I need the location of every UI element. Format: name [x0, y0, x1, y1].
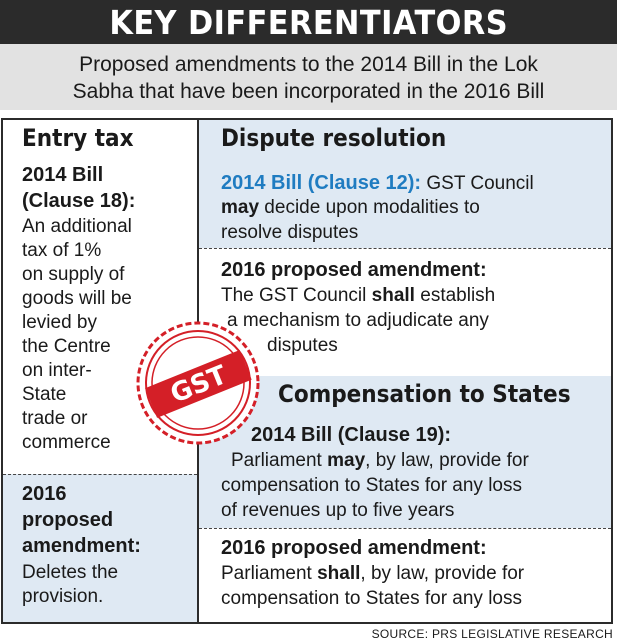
entry-tax-line: on supply of	[22, 264, 125, 285]
subtitle-banner: Proposed amendments to the 2014 Bill in …	[0, 44, 617, 110]
content-frame	[1, 118, 613, 624]
compensation-amend-line-2: compensation to States for any loss	[221, 588, 522, 609]
entry-tax-line: tax of 1%	[22, 240, 102, 261]
entry-tax-amend-body-line: Deletes the	[22, 562, 119, 583]
dispute-bill-text: GST Council	[421, 173, 534, 194]
header-bar: KEY DIFFERENTIATORS	[0, 0, 617, 44]
compensation-bill-box	[199, 376, 611, 528]
page-title: KEY DIFFERENTIATORS	[109, 2, 508, 42]
entry-amend-box	[3, 474, 197, 622]
subtitle-line-1: Proposed amendments to the 2014 Bill in …	[79, 53, 538, 76]
compensation-bill-label: 2014 Bill (Clause 19):	[251, 424, 452, 446]
entry-tax-amendment-label: 2016 proposed amendment:	[22, 481, 141, 559]
compensation-bill-line-2: compensation to States for any loss	[221, 475, 522, 496]
dispute-amend-label: 2016 proposed amendment:	[221, 259, 487, 281]
dispute-bill-label: 2014 Bill (Clause 12):	[221, 172, 422, 194]
dispute-amend-emphasis: shall	[371, 285, 415, 306]
compensation-heading: Compensation to States	[278, 380, 571, 408]
dispute-amend-text: establish	[414, 285, 496, 306]
dispute-amend-text: The GST Council	[221, 285, 372, 306]
entry-tax-amend-body-line: provision.	[22, 586, 104, 607]
dispute-bill-line-1: 2014 Bill (Clause 12): GST Council	[221, 171, 534, 196]
entry-tax-amend-line: amendment:	[22, 535, 141, 557]
gst-stamp-icon: GST	[136, 321, 260, 445]
entry-tax-bill-line-2: (Clause 18):	[22, 190, 136, 212]
entry-tax-line: trade or	[22, 408, 88, 429]
dispute-bill-emphasis: may	[221, 197, 260, 218]
compensation-amend-emphasis: shall	[317, 563, 361, 584]
subtitle-line-2: Sabha that have been incorporated in the…	[72, 80, 545, 103]
entry-tax-amendment-body: Deletes the provision.	[22, 561, 118, 609]
entry-separator	[3, 474, 197, 475]
compensation-bill-text: , by law, provide for	[365, 450, 529, 471]
source-credit: SOURCE: PRS LEGISLATIVE RESEARCH	[371, 627, 613, 641]
entry-tax-line: goods will be	[22, 288, 132, 309]
dispute-bill-box	[199, 120, 611, 248]
compensation-amend-line-1: Parliament shall, by law, provide for	[221, 562, 524, 586]
entry-tax-amend-line: proposed	[22, 509, 114, 531]
entry-tax-body: An additional tax of 1% on supply of goo…	[22, 215, 132, 455]
dispute-amend-line-1: The GST Council shall establish	[221, 284, 495, 308]
compensation-amend-text: , by law, provide for	[360, 563, 525, 584]
dispute-bill-text: decide upon modalities to	[259, 197, 480, 218]
dispute-bill-line-3: resolve disputes	[221, 222, 359, 243]
compensation-bill-line-1: Parliament may, by law, provide for	[231, 449, 529, 473]
compensation-amend-label: 2016 proposed amendment:	[221, 537, 487, 559]
dispute-bill-line-2: may decide upon modalities to	[221, 196, 480, 220]
compensation-bill-text: Parliament	[231, 450, 328, 471]
entry-tax-line: An additional	[22, 216, 132, 237]
dispute-amend-line-2: a mechanism to adjudicate any	[227, 310, 489, 331]
entry-tax-line: commerce	[22, 432, 111, 453]
compensation-bill-emphasis: may	[327, 450, 366, 471]
entry-tax-line: State	[22, 384, 67, 405]
entry-tax-amend-line: 2016	[22, 483, 67, 505]
compensation-separator	[199, 528, 611, 529]
entry-tax-line: the Centre	[22, 336, 111, 357]
compensation-bill-line-3: of revenues up to five years	[221, 500, 455, 521]
entry-tax-line: on inter-	[22, 360, 92, 381]
entry-tax-bill-line-1: 2014 Bill	[22, 164, 104, 186]
compensation-amend-text: Parliament	[221, 563, 318, 584]
dispute-amend-line-3: disputes	[267, 335, 338, 356]
entry-tax-heading: Entry tax	[22, 124, 134, 152]
entry-tax-line: levied by	[22, 312, 97, 333]
dispute-heading: Dispute resolution	[221, 124, 447, 152]
dispute-separator	[199, 248, 611, 249]
